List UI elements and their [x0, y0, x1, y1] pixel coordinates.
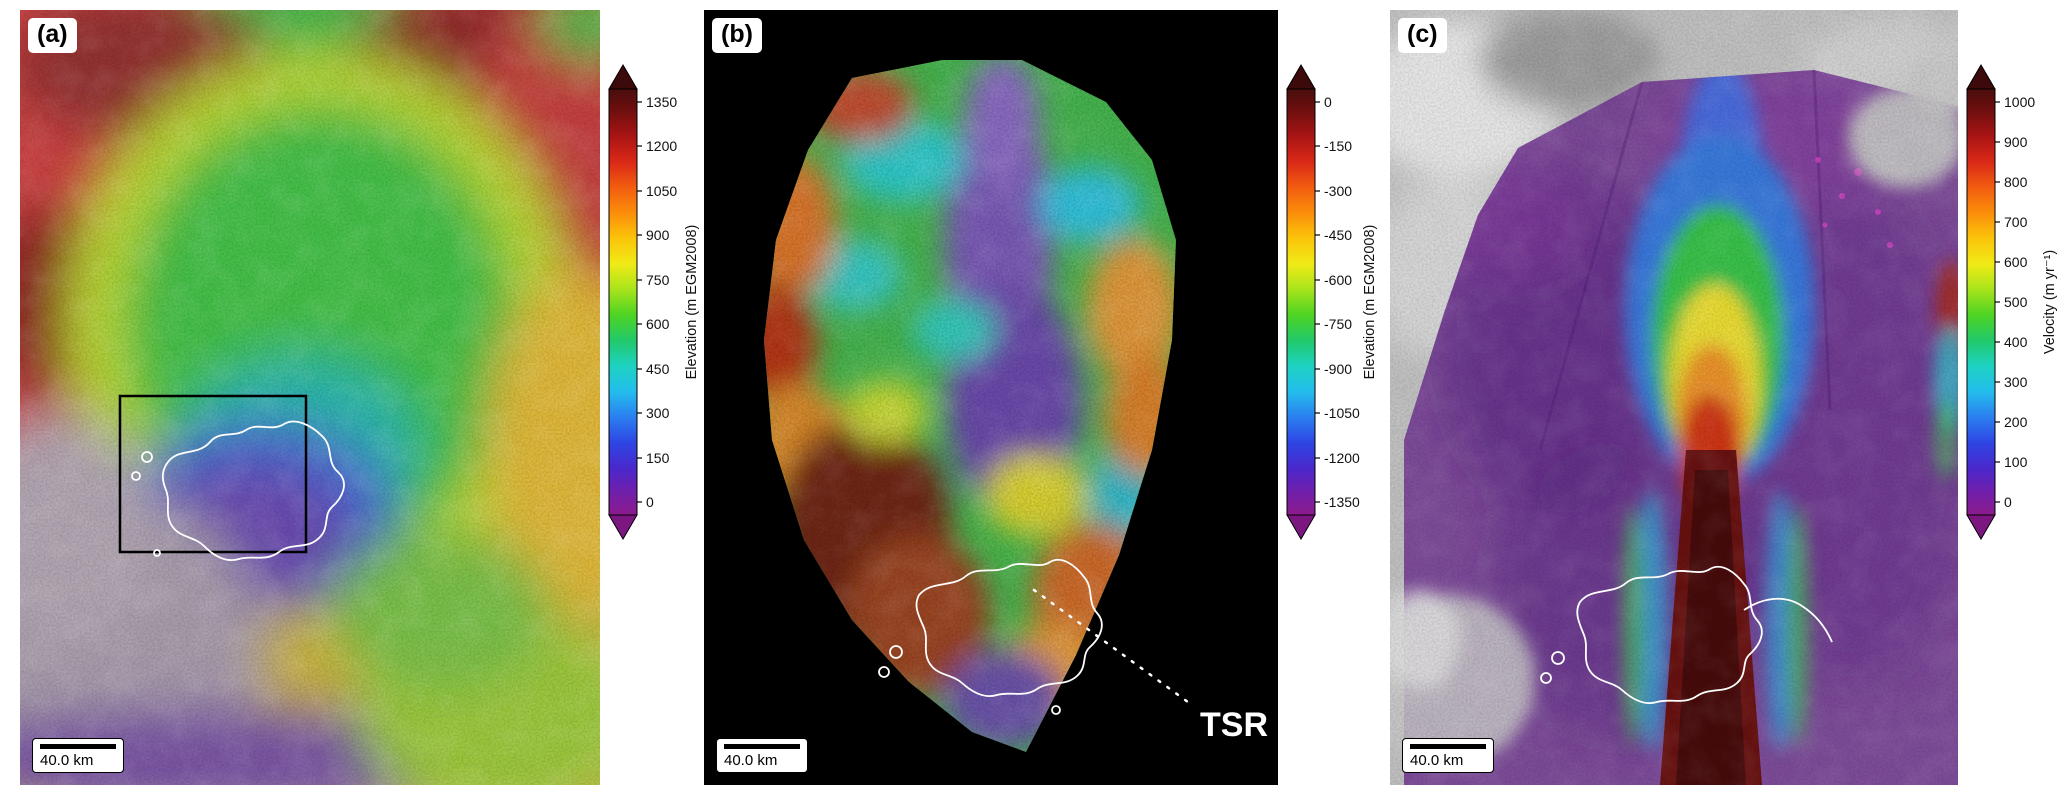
map-c-ice-velocity: [1390, 10, 1958, 785]
colorbar-a-tick-label: 450: [646, 361, 670, 377]
grounding-line-outline-c: [1540, 565, 1833, 704]
colorbar-c-tick-label: 300: [2004, 374, 2028, 390]
colorbar-c-arrow-bottom: [1966, 514, 1996, 540]
panel-a-label: (a): [28, 18, 77, 54]
colorbar-c-tick-label: 200: [2004, 414, 2028, 430]
panel-b: TSR (b) 40.0 km: [704, 10, 1278, 785]
colorbar-b-tick-label: -150: [1324, 138, 1352, 154]
colorbar-a-tick-label: 0: [646, 494, 654, 510]
tsr-annotation-line: [1032, 588, 1194, 707]
scalebar-b-bar: [724, 744, 800, 749]
colorbar-a-tick-label: 150: [646, 450, 670, 466]
colorbar-a-arrow-top: [608, 64, 638, 90]
colorbar-b-tick-label: -1350: [1324, 494, 1360, 510]
scalebar-c-text: 40.0 km: [1410, 752, 1464, 769]
colorbar-a-bar: [608, 88, 638, 516]
colorbar-a-svg: 1350 1200 1050 900 750 600 450 300 150 0…: [608, 64, 700, 540]
scalebar-a-bar: [40, 744, 116, 749]
scalebar-b: 40.0 km: [716, 738, 808, 773]
colorbar-c-tick-label: 800: [2004, 174, 2028, 190]
scalebar-c-bar: [1410, 744, 1486, 749]
colorbar-b-tick-label: -450: [1324, 227, 1352, 243]
colorbar-b-title: Elevation (m EGM2008): [1362, 225, 1378, 380]
colorbar-c-arrow-top: [1966, 64, 1996, 90]
colorbar-a-tick-label: 1350: [646, 94, 677, 110]
colorbar-a: 1350 1200 1050 900 750 600 450 300 150 0…: [604, 62, 708, 542]
colorbar-c-title: Velocity (m yr⁻¹): [2042, 250, 2058, 354]
scalebar-a-text: 40.0 km: [40, 752, 94, 769]
panel-c-label-text: (c): [1407, 20, 1438, 48]
panel-b-label: (b): [712, 18, 762, 54]
inset-extent-box: [118, 394, 308, 554]
colorbar-c-ticks: [1995, 101, 2000, 503]
panel-a-label-text: (a): [37, 20, 68, 48]
grounding-line-outline-a: [131, 420, 345, 561]
colorbar-c-tick-label: 100: [2004, 454, 2028, 470]
panel-c: (c) 40.0 km: [1390, 10, 1958, 785]
scalebar-a: 40.0 km: [32, 738, 124, 773]
colorbar-a-tick-label: 300: [646, 405, 670, 421]
colorbar-b: 0 -150 -300 -450 -600 -750 -900 -1050 -1…: [1282, 62, 1386, 542]
colorbar-c-svg: 1000 900 800 700 600 500 400 300 200 100…: [1966, 64, 2058, 540]
colorbar-b-arrow-bottom: [1286, 514, 1316, 540]
colorbar-b-tick-label: -750: [1324, 316, 1352, 332]
colorbar-c-tick-label: 900: [2004, 134, 2028, 150]
colorbar-b-tick-label: -600: [1324, 272, 1352, 288]
tsr-label: TSR: [1200, 706, 1268, 744]
colorbar-a-tick-label: 900: [646, 227, 670, 243]
colorbar-a-tick-label: 600: [646, 316, 670, 332]
colorbar-b-bar: [1286, 88, 1316, 516]
colorbar-a-arrow-bottom: [608, 514, 638, 540]
colorbar-c-tick-label: 500: [2004, 294, 2028, 310]
panel-b-label-text: (b): [721, 20, 753, 48]
colorbar-b-svg: 0 -150 -300 -450 -600 -750 -900 -1050 -1…: [1286, 64, 1378, 540]
colorbar-c-tick-label: 600: [2004, 254, 2028, 270]
panel-a: (a) 40.0 km: [20, 10, 600, 785]
colorbar-a-tick-label: 1200: [646, 138, 677, 154]
colorbar-a-tick-label: 750: [646, 272, 670, 288]
colorbar-a-ticks: [637, 101, 642, 503]
colorbar-b-tick-label: -300: [1324, 183, 1352, 199]
colorbar-b-tick-label: -900: [1324, 361, 1352, 377]
colorbar-b-arrow-top: [1286, 64, 1316, 90]
colorbar-c-tick-label: 0: [2004, 494, 2012, 510]
hillshade-highlight: [1390, 10, 1958, 785]
colorbar-b-tick-label: 0: [1324, 94, 1332, 110]
colorbar-b-tick-label: -1200: [1324, 450, 1360, 466]
colorbar-c: 1000 900 800 700 600 500 400 300 200 100…: [1962, 62, 2066, 542]
colorbar-c-bar: [1966, 88, 1996, 516]
scalebar-c: 40.0 km: [1402, 738, 1494, 773]
colorbar-b-tick-label: -1050: [1324, 405, 1360, 421]
panel-c-label: (c): [1398, 18, 1447, 54]
colorbar-c-tick-label: 400: [2004, 334, 2028, 350]
hillshade-highlight: [20, 10, 600, 785]
colorbar-c-tick-label: 1000: [2004, 94, 2035, 110]
colorbar-a-tick-label: 1050: [646, 183, 677, 199]
map-b-bed-elevation: TSR: [704, 10, 1278, 785]
colorbar-b-ticks: [1315, 101, 1320, 503]
grounding-line-outline-b: [878, 558, 1103, 715]
scalebar-b-text: 40.0 km: [724, 752, 778, 769]
map-a-surface-elevation: [20, 10, 600, 785]
colorbar-a-title: Elevation (m EGM2008): [684, 225, 700, 380]
colorbar-c-tick-label: 700: [2004, 214, 2028, 230]
